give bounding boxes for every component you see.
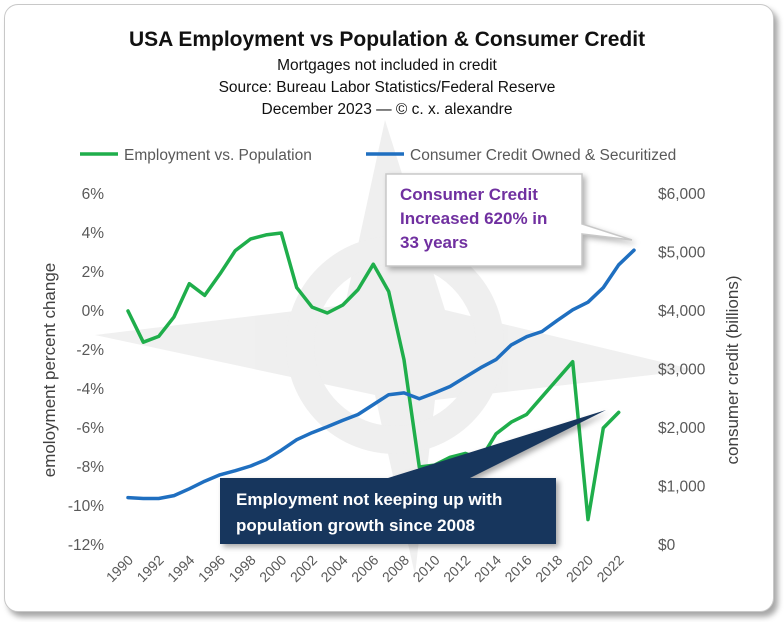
- y2-tick-label: $1,000: [658, 479, 706, 496]
- x-tick-label: 2018: [532, 552, 565, 585]
- y2-tick-label: $2,000: [658, 420, 706, 437]
- y-tick-label: 4%: [82, 225, 105, 242]
- x-tick-label: 2014: [471, 552, 504, 585]
- x-tick-label: 2016: [501, 552, 534, 585]
- y-tick-label: -10%: [68, 498, 104, 515]
- callout-consumer-credit-box: [385, 173, 633, 267]
- callout-employment-box: [220, 410, 606, 544]
- callout-consumer-credit: Consumer Credit Increased 620% in 33 yea…: [385, 173, 633, 267]
- chart-subtitle-2: Source: Bureau Labor Statistics/Federal …: [219, 79, 556, 96]
- x-axis-ticks: 1990199219941996199820002002200420062008…: [103, 552, 627, 585]
- x-tick-label: 1996: [195, 552, 228, 585]
- y-axis-ticks: 6% 4% 2% 0% -2% -4% -6% -8% -10% -12%: [68, 186, 104, 554]
- x-tick-label: 1992: [133, 552, 166, 585]
- y-tick-label: 2%: [82, 264, 105, 281]
- x-tick-label: 2004: [317, 552, 350, 585]
- legend-label-credit: Consumer Credit Owned & Securitized: [410, 147, 676, 164]
- x-tick-label: 1990: [103, 552, 136, 585]
- series-line-employment: [126, 231, 621, 522]
- x-tick-label: 2000: [256, 552, 289, 585]
- x-tick-label: 2022: [593, 552, 626, 585]
- x-tick-label: 2008: [379, 552, 412, 585]
- callout-employment-line-2: population growth since 2008: [236, 516, 475, 535]
- y-tick-label: -4%: [76, 381, 104, 398]
- y-tick-label: 6%: [82, 186, 105, 203]
- y2-tick-label: $4,000: [658, 303, 706, 320]
- chart-subtitle-1: Mortgages not included in credit: [277, 57, 497, 74]
- series-lines: [126, 231, 636, 522]
- x-tick-label: 2012: [440, 552, 473, 585]
- watermark-star-shape: [95, 120, 695, 575]
- x-tick-label: 2020: [563, 552, 596, 585]
- callout-consumer-credit-line-1: Consumer Credit: [400, 185, 538, 204]
- y-tick-label: -12%: [68, 537, 104, 554]
- y2-tick-label: $0: [658, 537, 676, 554]
- y-tick-label: -2%: [76, 342, 104, 359]
- x-tick-label: 2002: [287, 552, 320, 585]
- x-tick-label: 1994: [164, 552, 197, 585]
- callout-employment-line-1: Employment not keeping up with: [236, 490, 502, 509]
- chart-title: USA Employment vs Population & Consumer …: [129, 28, 645, 51]
- y2-axis-title: consumer credit (billions): [723, 276, 742, 465]
- callout-consumer-credit-line-3: 33 years: [400, 233, 468, 252]
- y-tick-label: -8%: [76, 459, 104, 476]
- x-tick-label: 1998: [225, 552, 258, 585]
- y2-tick-label: $5,000: [658, 245, 706, 262]
- y-axis-title: emoloyment percent change: [40, 263, 59, 478]
- legend-label-employment: Employment vs. Population: [124, 147, 312, 164]
- y-tick-label: -6%: [76, 420, 104, 437]
- y2-tick-label: $6,000: [658, 186, 706, 203]
- y2-axis-ticks: $6,000 $5,000 $4,000 $3,000 $2,000 $1,000 $0: [658, 186, 706, 554]
- x-tick-label: 2006: [348, 552, 381, 585]
- callout-employment: Employment not keeping up with populatio…: [220, 410, 606, 544]
- y-tick-label: 0%: [82, 303, 105, 320]
- y2-tick-label: $3,000: [658, 362, 706, 379]
- chart-subtitle-3: December 2023 — © c. x. alexandre: [262, 101, 513, 118]
- legend: Employment vs. Population Consumer Credi…: [80, 147, 676, 164]
- series-line-consumer-credit: [126, 248, 636, 501]
- callout-consumer-credit-line-2: Increased 620% in: [400, 209, 547, 228]
